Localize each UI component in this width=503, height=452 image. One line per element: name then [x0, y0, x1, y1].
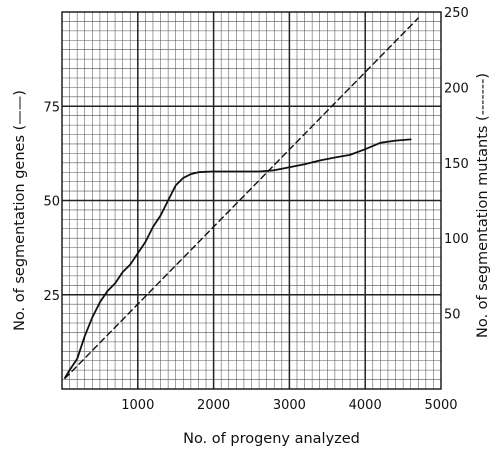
- right-y-tick-label: 200: [444, 81, 469, 96]
- x-tick-label: 2000: [197, 398, 230, 413]
- right-y-tick-label: 50: [444, 308, 461, 323]
- left-y-tick-label: 75: [43, 100, 60, 115]
- left-y-tick-label: 50: [43, 195, 60, 210]
- right-y-tick-label: 100: [444, 232, 469, 247]
- left-y-axis-title: No. of segmentation genes (——): [12, 90, 28, 331]
- right-axis-ticks: 50 100 150 200 250: [444, 6, 469, 323]
- series-layer: [64, 17, 419, 380]
- plot-frame: [61, 11, 442, 390]
- x-axis-ticks: 1000 2000 3000 4000 5000: [121, 398, 457, 413]
- x-tick-label: 3000: [273, 398, 306, 413]
- mutants-series-line: [64, 17, 419, 380]
- genes-series-line: [64, 138, 412, 379]
- right-y-tick-label: 150: [444, 157, 469, 172]
- right-y-tick-label: 250: [444, 6, 469, 21]
- x-tick-label: 4000: [349, 398, 382, 413]
- x-tick-label: 5000: [424, 398, 457, 413]
- x-tick-label: 1000: [121, 398, 154, 413]
- grid-major-lines: [62, 12, 441, 389]
- left-axis-ticks: 25 50 75: [43, 100, 60, 304]
- right-y-axis-title: No. of segmentation mutants (-------): [475, 73, 491, 338]
- x-axis-title: No. of progeny analyzed: [183, 431, 360, 447]
- left-y-tick-label: 25: [43, 289, 60, 304]
